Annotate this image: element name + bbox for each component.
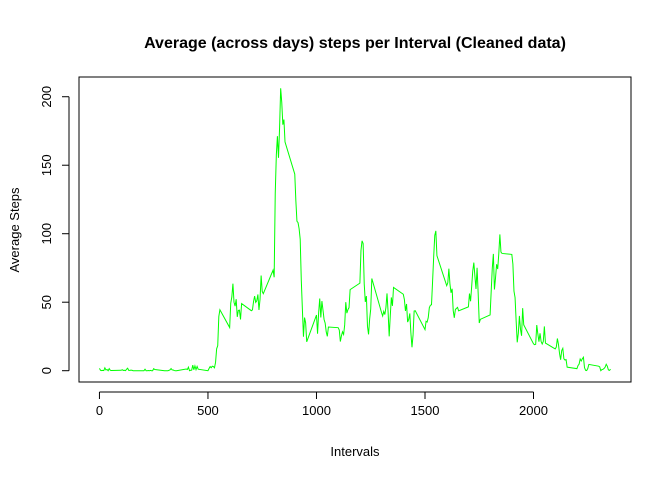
data-line [99, 88, 611, 372]
chart-title: Average (across days) steps per Interval… [144, 35, 566, 52]
y-tick-label: 50 [39, 295, 54, 309]
y-tick-label: 150 [39, 154, 54, 176]
x-tick-label: 1500 [411, 403, 440, 418]
y-tick-label: 200 [39, 86, 54, 108]
plot-box [78, 76, 632, 383]
x-axis-label: Intervals [330, 444, 380, 459]
x-tick-label: 1000 [302, 403, 331, 418]
x-tick-label: 500 [197, 403, 219, 418]
y-tick-label: 0 [39, 367, 54, 374]
y-axis-label: Average Steps [7, 187, 22, 273]
x-tick-label: 2000 [519, 403, 548, 418]
y-tick-label: 100 [39, 223, 54, 245]
x-tick-label: 0 [96, 403, 103, 418]
